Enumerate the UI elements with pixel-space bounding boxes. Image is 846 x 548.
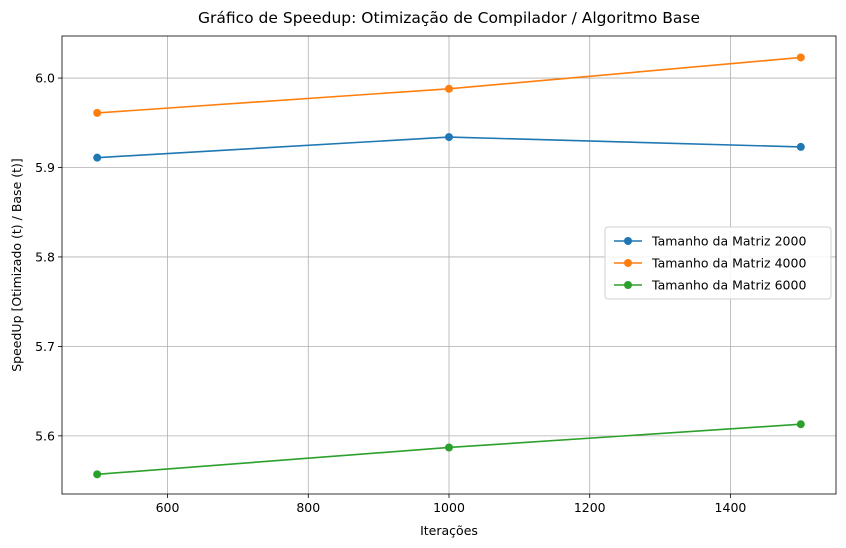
- y-tick-label: 5.9: [35, 160, 55, 175]
- legend-marker: [624, 259, 632, 267]
- x-axis-label: Iterações: [420, 523, 478, 538]
- legend-label: Tamanho da Matriz 2000: [651, 234, 806, 249]
- y-tick-label: 5.7: [35, 339, 55, 354]
- legend-item: Tamanho da Matriz 6000: [614, 278, 806, 293]
- y-axis: 5.6 5.7 5.8 5.9 6.0: [35, 71, 62, 443]
- series-layer: [93, 53, 805, 479]
- data-point: [796, 142, 805, 151]
- chart-title: Gráfico de Speedup: Otimização de Compil…: [198, 9, 700, 27]
- x-tick-label: 800: [296, 500, 320, 515]
- x-tick-label: 1200: [574, 500, 606, 515]
- legend-item: Tamanho da Matriz 4000: [614, 256, 806, 271]
- x-tick-label: 1000: [433, 500, 465, 515]
- legend: Tamanho da Matriz 2000 Tamanho da Matriz …: [604, 226, 832, 300]
- x-axis: 600 800 1000 1200 1400: [156, 494, 747, 515]
- y-tick-label: 5.8: [35, 249, 55, 264]
- y-tick-label: 6.0: [35, 71, 55, 86]
- legend-label: Tamanho da Matriz 4000: [651, 256, 806, 271]
- y-tick-label: 5.6: [35, 428, 55, 443]
- data-point: [445, 133, 453, 142]
- data-point: [93, 470, 102, 479]
- legend-marker: [624, 281, 632, 289]
- data-point: [445, 443, 453, 452]
- data-point: [93, 108, 102, 117]
- data-point: [445, 84, 453, 93]
- data-point: [796, 420, 805, 429]
- series-1: [93, 133, 805, 162]
- x-tick-label: 600: [156, 500, 180, 515]
- series-2: [93, 53, 805, 117]
- legend-box: [604, 226, 832, 300]
- data-point: [796, 53, 805, 62]
- data-point: [93, 153, 102, 162]
- series-3: [93, 420, 805, 479]
- x-tick-label: 1400: [715, 500, 747, 515]
- y-axis-label: SpeedUp [Otimizado (t) / Base (t)]: [9, 158, 24, 372]
- legend-label: Tamanho da Matriz 6000: [651, 278, 806, 293]
- legend-marker: [624, 237, 632, 245]
- legend-item: Tamanho da Matriz 2000: [614, 234, 806, 249]
